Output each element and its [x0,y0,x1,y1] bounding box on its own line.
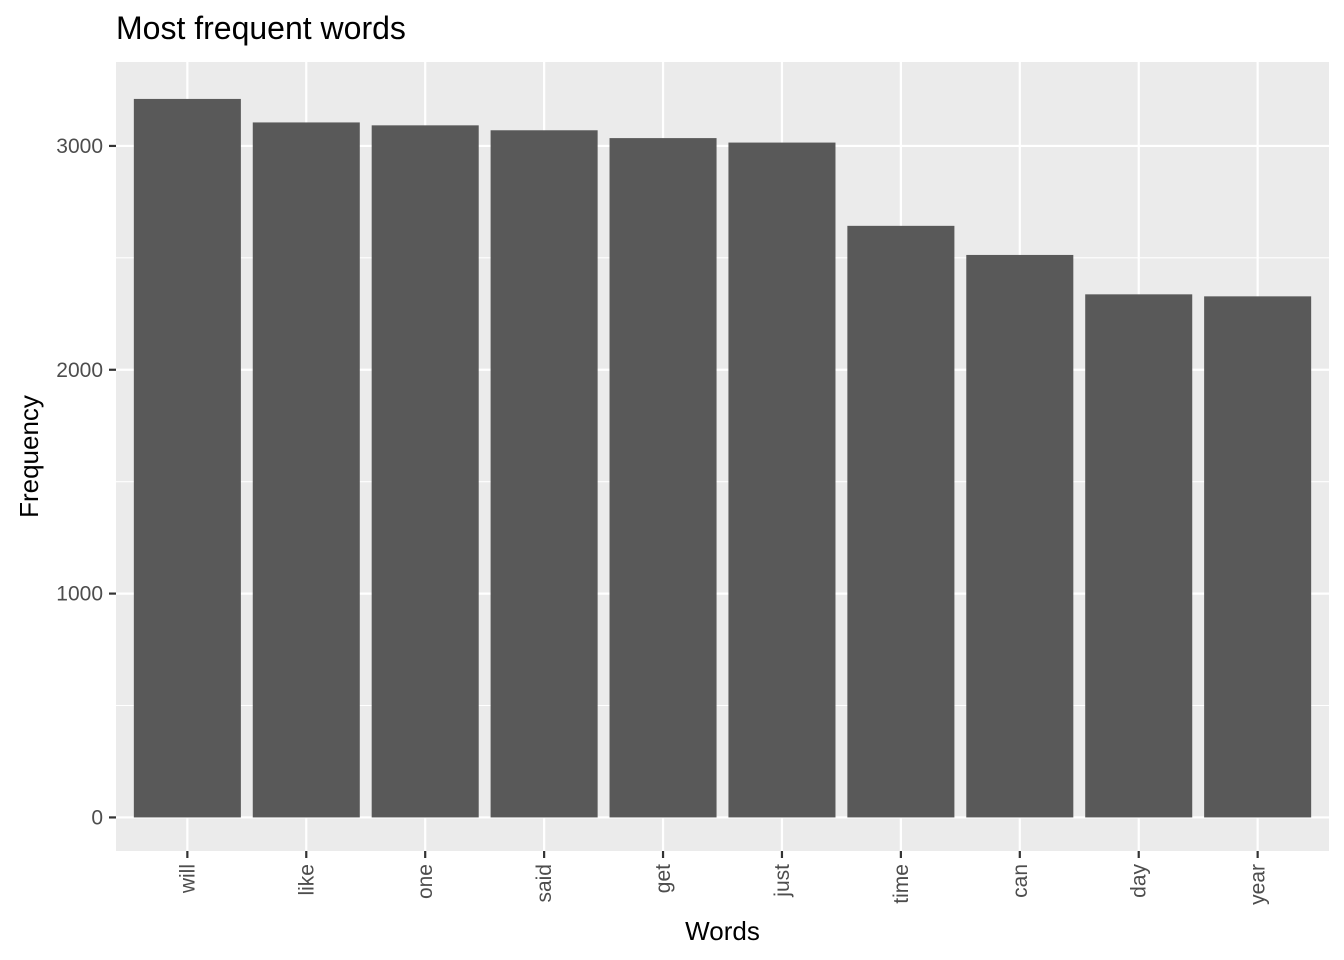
x-tick-label: like [295,864,318,896]
bar-like [252,122,360,818]
bar-just [728,142,836,818]
bar-time [847,225,955,818]
y-tick-label: 0 [91,806,103,829]
y-tick-label: 3000 [56,135,103,158]
bar-get [609,138,717,818]
x-tick-label: said [533,864,556,903]
x-tick-label: just [771,864,794,898]
x-tick-label: one [414,864,437,899]
bar-year [1204,296,1312,818]
y-axis-title: Frequency [14,395,44,518]
bar-one [371,125,479,818]
x-tick-label: time [890,864,913,904]
bar-said [490,130,598,818]
bar-day [1085,294,1193,818]
x-tick-label: can [1009,864,1032,898]
x-tick-label: day [1128,864,1151,898]
chart-title: Most frequent words [116,10,406,46]
x-tick-label: will [176,864,199,894]
y-axis: 0 1000 2000 3000 [56,135,116,829]
y-tick-label: 2000 [56,359,103,382]
x-tick-label: year [1247,864,1270,905]
bars [133,98,1312,818]
x-tick-label: get [652,864,675,893]
y-tick-label: 1000 [56,583,103,606]
bar-can [966,254,1074,818]
x-axis-title: Words [685,916,760,946]
bar-will [133,98,241,818]
x-axis: will like one said get just time can day year [176,851,1270,905]
